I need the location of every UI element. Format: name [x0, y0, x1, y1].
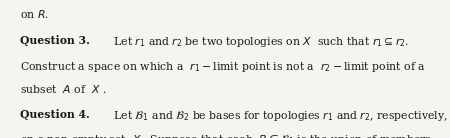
Text: on a non-empty set  $X$ . Suppose that each  $B\in\mathcal{B}_1$ is the union of: on a non-empty set $X$ . Suppose that ea…: [20, 133, 432, 138]
Text: Question 3.: Question 3.: [20, 35, 90, 46]
Text: on $R$.: on $R$.: [20, 8, 49, 20]
Text: subset  $A$ of  $X$ .: subset $A$ of $X$ .: [20, 83, 107, 95]
Text: Question 4.: Question 4.: [20, 109, 90, 120]
Text: Let $\mathcal{B}_1$ and $\mathcal{B}_2$ be bases for topologies $r_1$ and $r_2$,: Let $\mathcal{B}_1$ and $\mathcal{B}_2$ …: [110, 109, 448, 123]
Text: Construct a space on which a  $r_1-$limit point is not a  $r_2-$limit point of a: Construct a space on which a $r_1-$limit…: [20, 60, 426, 74]
Text: Let $r_1$ and $r_2$ be two topologies on $X$  such that $r_1\subseteq r_2$.: Let $r_1$ and $r_2$ be two topologies on…: [110, 35, 410, 49]
